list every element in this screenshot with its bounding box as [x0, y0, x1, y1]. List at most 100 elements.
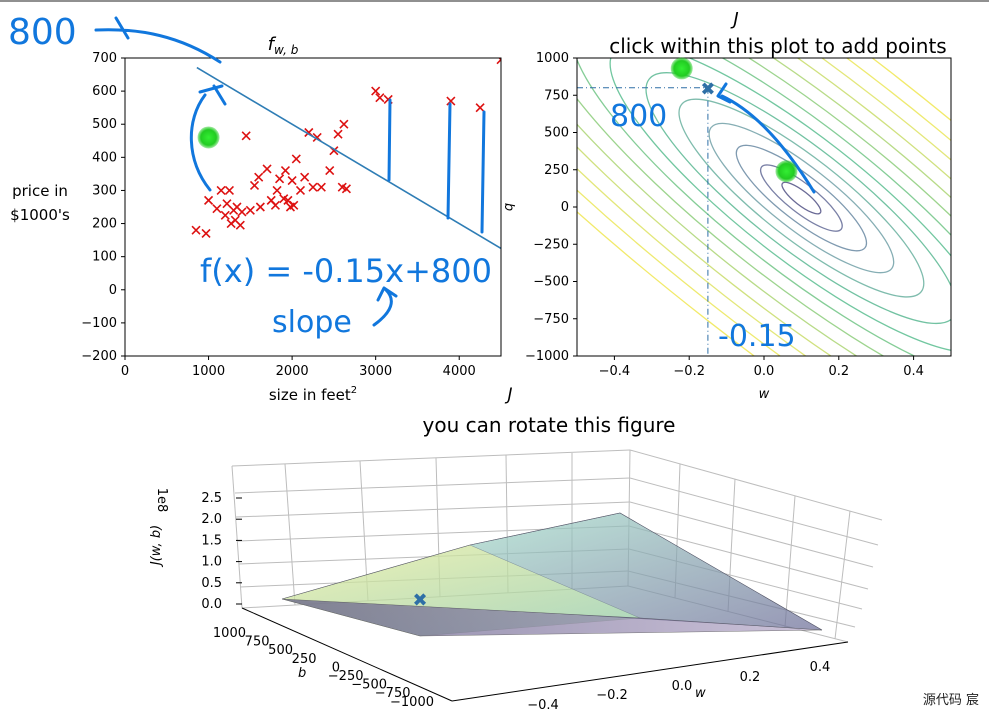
x-tick-label: 1000 [192, 364, 225, 379]
y-tick-label: −750 [533, 312, 569, 327]
ink-text-800-top: 800 [8, 12, 77, 53]
b-tick-label: −500 [351, 678, 387, 693]
contour-level [645, 72, 951, 325]
data-points [191, 58, 501, 239]
data-point [220, 210, 230, 220]
x-tick-label: 0.0 [754, 364, 775, 379]
current-wb-marker: ✖ [700, 79, 715, 100]
b-tick-label: 750 [245, 635, 270, 650]
ink-arrow-left [189, 84, 227, 192]
data-point [237, 207, 247, 217]
contour-level [577, 58, 951, 356]
x-tick-label: 2000 [276, 364, 309, 379]
data-point [289, 200, 299, 210]
data-point [254, 172, 264, 182]
y-tick-label: −250 [533, 237, 569, 252]
z-tick-label: 2.0 [201, 512, 222, 527]
ink-residual-3 [480, 110, 486, 234]
highlight-dot [775, 160, 798, 183]
ink-w-label: -0.15 [718, 319, 796, 354]
data-point [295, 185, 306, 196]
data-point [201, 228, 211, 239]
model-line [196, 66, 502, 250]
y-tick-label: 0 [561, 200, 569, 215]
b-tick-label: 1000 [213, 626, 246, 641]
b-tick-label: 250 [292, 652, 317, 667]
chart-title: J [504, 385, 512, 405]
z-tick-label: 0.0 [201, 597, 222, 612]
chart-subtitle: you can rotate this figure [423, 413, 676, 437]
highlight-dot [670, 57, 693, 80]
x-axis-label: size in feet2 [269, 385, 357, 404]
plot-frame[interactable] [576, 57, 952, 357]
data-point [245, 205, 255, 215]
w-tick-label: 0.0 [672, 679, 693, 694]
y-tick-label: −200 [81, 349, 117, 364]
y-tick-label: 300 [92, 183, 117, 198]
chart-subtitle: click within this plot to add points [609, 34, 946, 58]
contour-level [577, 58, 951, 356]
data-point [371, 86, 381, 96]
y-tick-label: 100 [92, 250, 117, 265]
contour-level [577, 58, 951, 356]
contour-level [735, 144, 868, 252]
plot-frame [124, 57, 502, 357]
y-tick-label: −500 [533, 275, 569, 290]
data-point [241, 131, 251, 141]
axes: 0 1000 2000 3000 4000 −200 −100 0 100 200 300 400 50… [81, 51, 475, 379]
contour-level [577, 58, 951, 356]
data-point [255, 202, 265, 212]
y-tick-label: −100 [81, 316, 117, 331]
data-point [235, 220, 245, 230]
y-axis-label-line2: $1000's [10, 206, 70, 224]
data-point [275, 174, 285, 184]
contour-lines [577, 58, 951, 356]
y-tick-label: 700 [92, 51, 117, 66]
data-point [291, 154, 301, 164]
data-point [375, 93, 385, 103]
x-tick-label: −0.4 [599, 364, 631, 379]
w-tick-label: −0.4 [527, 698, 559, 713]
data-point [287, 175, 297, 186]
contour-level [577, 58, 951, 356]
b-tick-label: −1000 [390, 695, 434, 710]
b-tick-label: −750 [375, 686, 411, 701]
data-point [316, 182, 326, 192]
x-tick-label: 0.4 [903, 364, 924, 379]
data-point [280, 166, 290, 176]
data-point [496, 58, 501, 65]
contour-level [678, 98, 925, 298]
y-tick-label: 400 [92, 150, 117, 165]
highlight-dot [197, 126, 220, 149]
contour-level [577, 58, 951, 356]
contour-plot[interactable]: J click within this plot to add points −… [191, 0, 989, 716]
y-tick-label: 250 [544, 163, 569, 178]
z-axis-label: J(w, b) [149, 525, 164, 568]
x-axis-label: w [759, 387, 770, 402]
surface-plot-3d[interactable]: J you can rotate this figure [149, 385, 883, 713]
axis-lines [241, 607, 849, 702]
x-tick-label: 3000 [359, 364, 392, 379]
data-point [191, 225, 201, 235]
b-axis-label: b [298, 666, 306, 681]
chart-title: J [730, 9, 738, 30]
data-point [272, 185, 282, 196]
contour-level [708, 122, 895, 274]
data-point [300, 172, 310, 182]
data-point [249, 180, 260, 191]
y-tick-label: 200 [92, 217, 117, 232]
w-tick-label: −0.2 [596, 688, 628, 703]
b-tick-label: 0 [332, 660, 340, 675]
current-wb-marker: ✖ [412, 590, 427, 611]
axes: −0.4 −0.2 0.0 0.2 0.4 −1000 −750 −500 −250 0 250 50… [525, 51, 924, 379]
w-tick-label: 0.4 [810, 660, 831, 675]
w-tick-label: 0.2 [740, 670, 761, 685]
ink-residual-2 [446, 102, 452, 220]
w-axis-label: w [695, 686, 706, 701]
ink-slope-label: slope [272, 305, 352, 340]
y-tick-label: 500 [92, 117, 117, 132]
data-point [212, 204, 222, 214]
cost-surface [281, 512, 823, 637]
